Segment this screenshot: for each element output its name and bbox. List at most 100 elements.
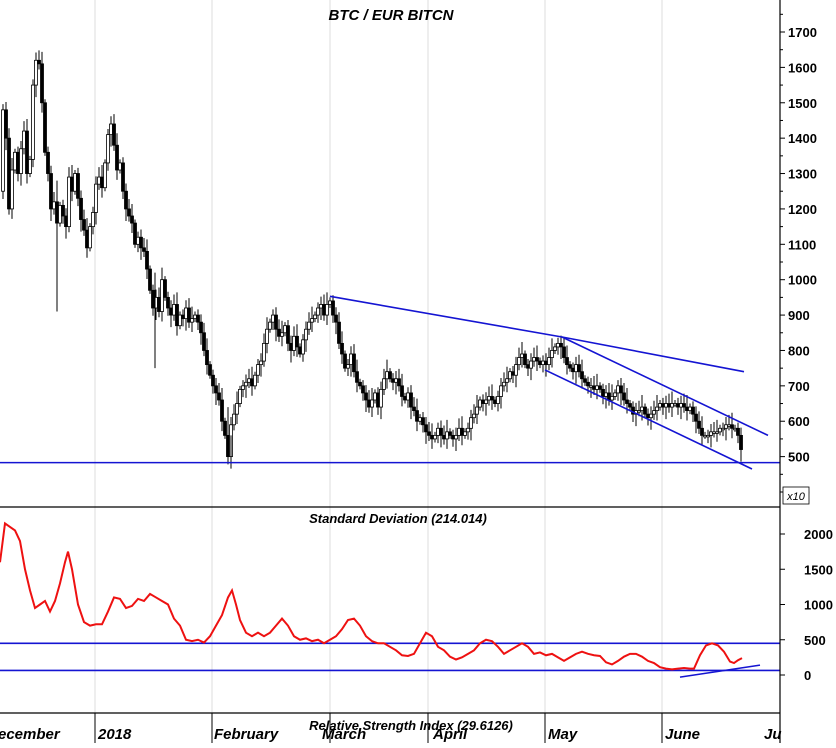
candle-body	[127, 208, 131, 217]
candle-body	[370, 399, 374, 408]
candle-body	[103, 162, 107, 189]
candle-body	[352, 353, 356, 373]
candle-body	[541, 360, 545, 366]
candle-body	[442, 434, 446, 440]
price-axis: 4005006007008009001000110012001300140015…	[780, 13, 817, 500]
candle-body	[37, 59, 41, 65]
candle-body	[355, 371, 359, 383]
trendline-channel-lower	[544, 369, 753, 470]
candle-body	[514, 364, 518, 376]
candle-body	[652, 410, 656, 415]
candle-body	[64, 215, 68, 228]
price-trendlines	[0, 295, 780, 470]
sd-tick-label: 2000	[804, 527, 833, 542]
candle-body	[418, 417, 422, 422]
candle-body	[538, 360, 542, 366]
candle-body	[688, 406, 692, 412]
candle-body	[472, 413, 476, 419]
candle-body	[697, 420, 701, 429]
candle-body	[580, 371, 584, 380]
candle-body	[544, 360, 548, 366]
candle-body	[46, 151, 50, 174]
candle-body	[106, 134, 110, 164]
candle-body	[193, 314, 197, 320]
candle-body	[283, 325, 287, 334]
candle-body	[607, 392, 611, 401]
candle-body	[460, 427, 464, 436]
candle-body	[637, 410, 641, 413]
candle-body	[334, 314, 338, 323]
candle-body	[589, 385, 593, 388]
candle-body	[739, 434, 743, 450]
candle-body	[691, 406, 695, 415]
candle-body	[490, 396, 494, 401]
candle-body	[73, 173, 77, 192]
price-grid	[94, 0, 663, 507]
candle-body	[331, 300, 335, 316]
candle-body	[250, 378, 254, 387]
month-label: March	[322, 726, 366, 743]
candle-body	[139, 236, 143, 249]
candle-body	[244, 381, 248, 387]
candle-body	[220, 399, 224, 422]
candle-body	[238, 388, 242, 404]
candle-body	[169, 307, 173, 316]
candle-body	[646, 413, 650, 419]
candle-body	[505, 378, 509, 383]
candle-body	[655, 406, 659, 412]
candle-body	[94, 183, 98, 213]
candle-body	[481, 399, 485, 404]
candle-body	[28, 158, 32, 174]
candle-body	[496, 396, 500, 404]
candle-body	[664, 403, 668, 408]
candle-body	[82, 219, 86, 231]
y-tick-label: 500	[788, 450, 810, 465]
candle-body	[118, 162, 122, 171]
multiplier-badge: x10	[782, 486, 810, 505]
candle-body	[289, 342, 293, 351]
sd-tick-label: 0	[804, 668, 811, 683]
candle-body	[10, 169, 14, 210]
candle-body	[268, 321, 272, 330]
candle-body	[148, 268, 152, 291]
candle-body	[343, 353, 347, 369]
candle-body	[241, 385, 245, 390]
candle-body	[208, 364, 212, 376]
candle-body	[271, 314, 275, 323]
candle-body	[211, 374, 215, 387]
candle-body	[100, 176, 104, 189]
candle-body	[163, 279, 167, 298]
trendline-upper-resistance	[329, 295, 745, 373]
multiplier-label: x10	[786, 491, 806, 503]
sd-chart-title: Standard Deviation (214.014)	[309, 511, 487, 526]
candle-body	[337, 321, 341, 344]
candle-body	[391, 378, 395, 383]
candle-body	[610, 396, 614, 401]
candle-body	[52, 201, 56, 210]
candle-body	[508, 371, 512, 380]
candle-body	[265, 328, 269, 344]
candle-body	[277, 328, 281, 337]
candle-body	[397, 378, 401, 387]
candle-body	[682, 403, 686, 408]
candle-body	[700, 427, 704, 436]
candle-body	[661, 403, 665, 408]
candle-body	[376, 392, 380, 408]
candle-body	[643, 406, 647, 415]
candle-body	[223, 420, 227, 436]
candle-body	[679, 403, 683, 408]
candle-body	[667, 403, 671, 408]
candle-body	[649, 413, 653, 419]
candle-body	[280, 332, 284, 337]
y-tick-label: 800	[788, 343, 810, 358]
candle-body	[181, 314, 185, 320]
candle-body	[205, 350, 209, 366]
candle-body	[112, 123, 116, 146]
candle-body	[328, 300, 332, 305]
candle-body	[640, 406, 644, 412]
candle-body	[325, 304, 329, 316]
month-axis: ecember 2018 February March April May June Ju	[0, 726, 782, 743]
candle-body	[445, 431, 449, 440]
candle-body	[424, 424, 428, 433]
